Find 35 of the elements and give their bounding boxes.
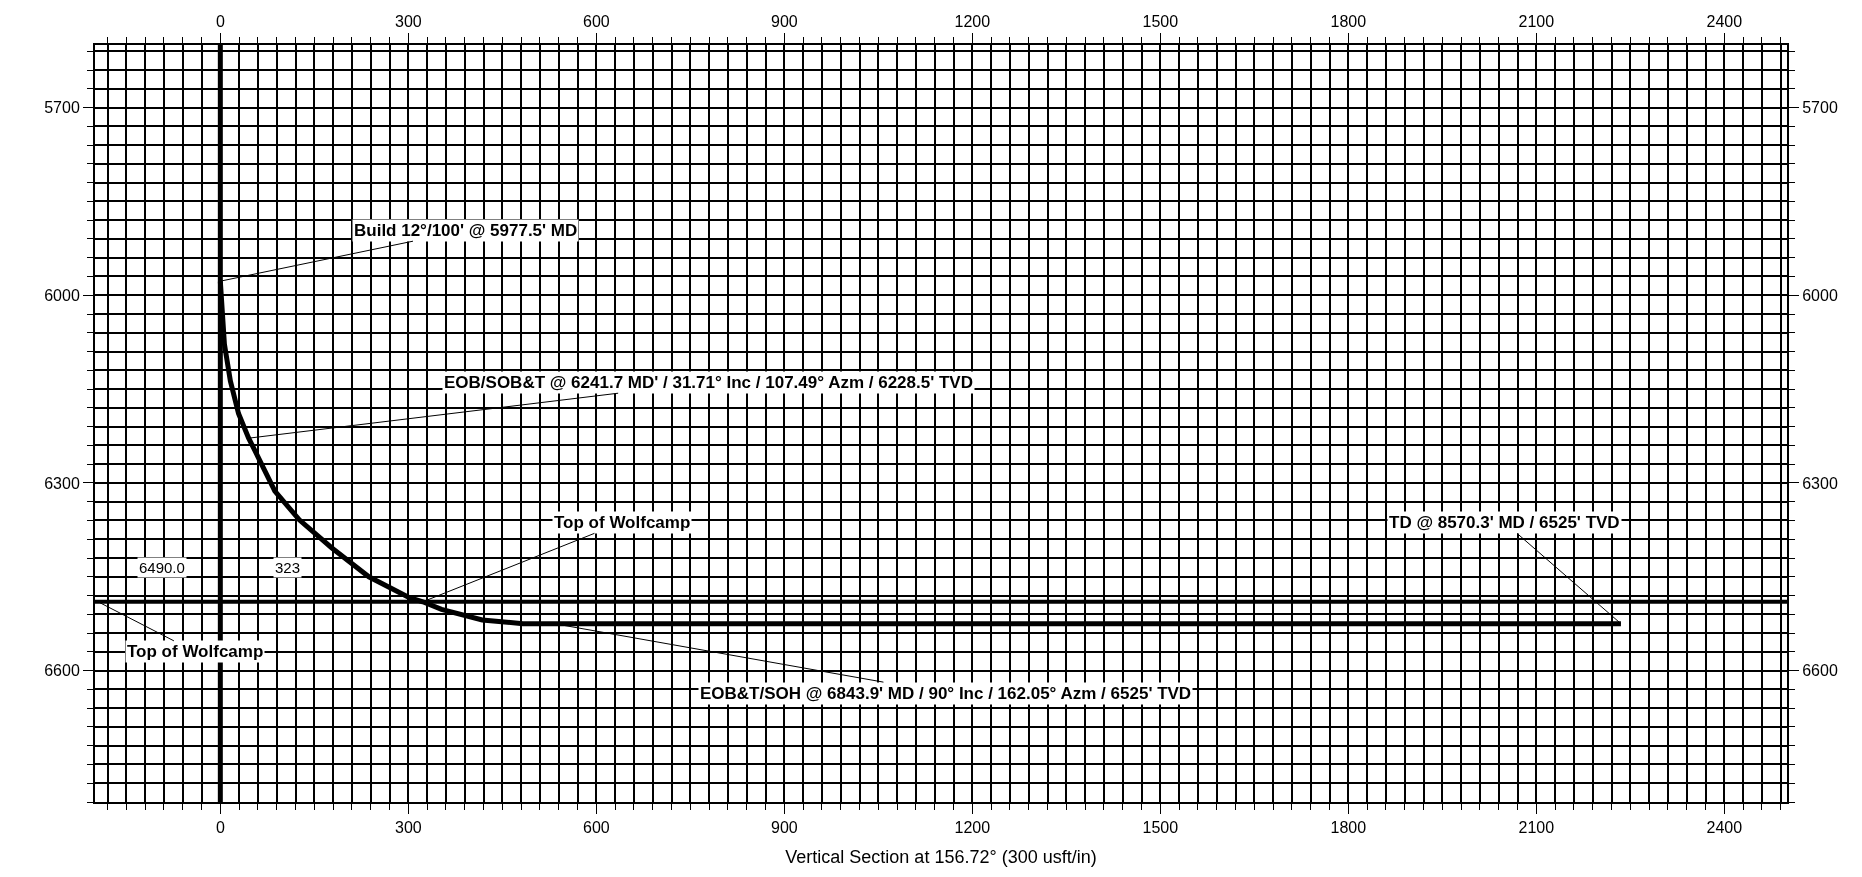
x2-tick-label: 1500	[1142, 819, 1179, 837]
y2-tick-label: 6300	[1802, 474, 1838, 492]
x-tick-label: 1500	[1142, 12, 1179, 30]
x-tick-label: 2400	[1706, 12, 1743, 30]
annotation: Build 12°/100' @ 5977.5' MD	[354, 221, 578, 240]
x2-tick-label: 900	[770, 819, 798, 837]
x2-tick-label: 2400	[1706, 819, 1743, 837]
x-tick-label: 300	[394, 12, 422, 30]
y2-tick-label: 6600	[1802, 662, 1838, 680]
x2-tick-label: 1800	[1330, 819, 1367, 837]
y-tick-label: 6000	[44, 286, 80, 304]
y-tick-label: 6600	[44, 662, 80, 680]
x2-tick-label: 0	[215, 819, 225, 837]
x-tick-label: 1200	[954, 12, 991, 30]
x-tick-label: 900	[770, 12, 798, 30]
annotation: TD @ 8570.3' MD / 6525' TVD	[1389, 513, 1620, 532]
annotation: 6490.0	[139, 559, 185, 576]
x-tick-label: 600	[582, 12, 610, 30]
annotation: Top of Wolfcamp	[554, 513, 691, 532]
annotation: 323	[275, 559, 301, 576]
x-tick-label: 1800	[1330, 12, 1367, 30]
annotation: Top of Wolfcamp	[127, 642, 264, 661]
y-tick-label: 5700	[44, 99, 80, 117]
x2-tick-label: 300	[394, 819, 422, 837]
x-tick-label: 0	[215, 12, 225, 30]
x2-tick-label: 600	[582, 819, 610, 837]
annotation: EOB&T/SOH @ 6843.9' MD / 90° Inc / 162.05° Azm / 6525' TVD	[700, 684, 1192, 703]
x-tick-label: 2100	[1518, 12, 1555, 30]
annotation: EOB/SOB&T @ 6241.7 MD' / 31.71° Inc / 107.49° Azm / 6228.5' TVD	[444, 373, 973, 392]
y2-tick-label: 6000	[1802, 286, 1838, 304]
x2-tick-label: 1200	[954, 819, 991, 837]
x2-tick-label: 2100	[1518, 819, 1555, 837]
y-tick-label: 6300	[44, 474, 80, 492]
y2-tick-label: 5700	[1802, 99, 1838, 117]
x-axis-title: Vertical Section at 156.72° (300 usft/in)	[785, 846, 1097, 867]
